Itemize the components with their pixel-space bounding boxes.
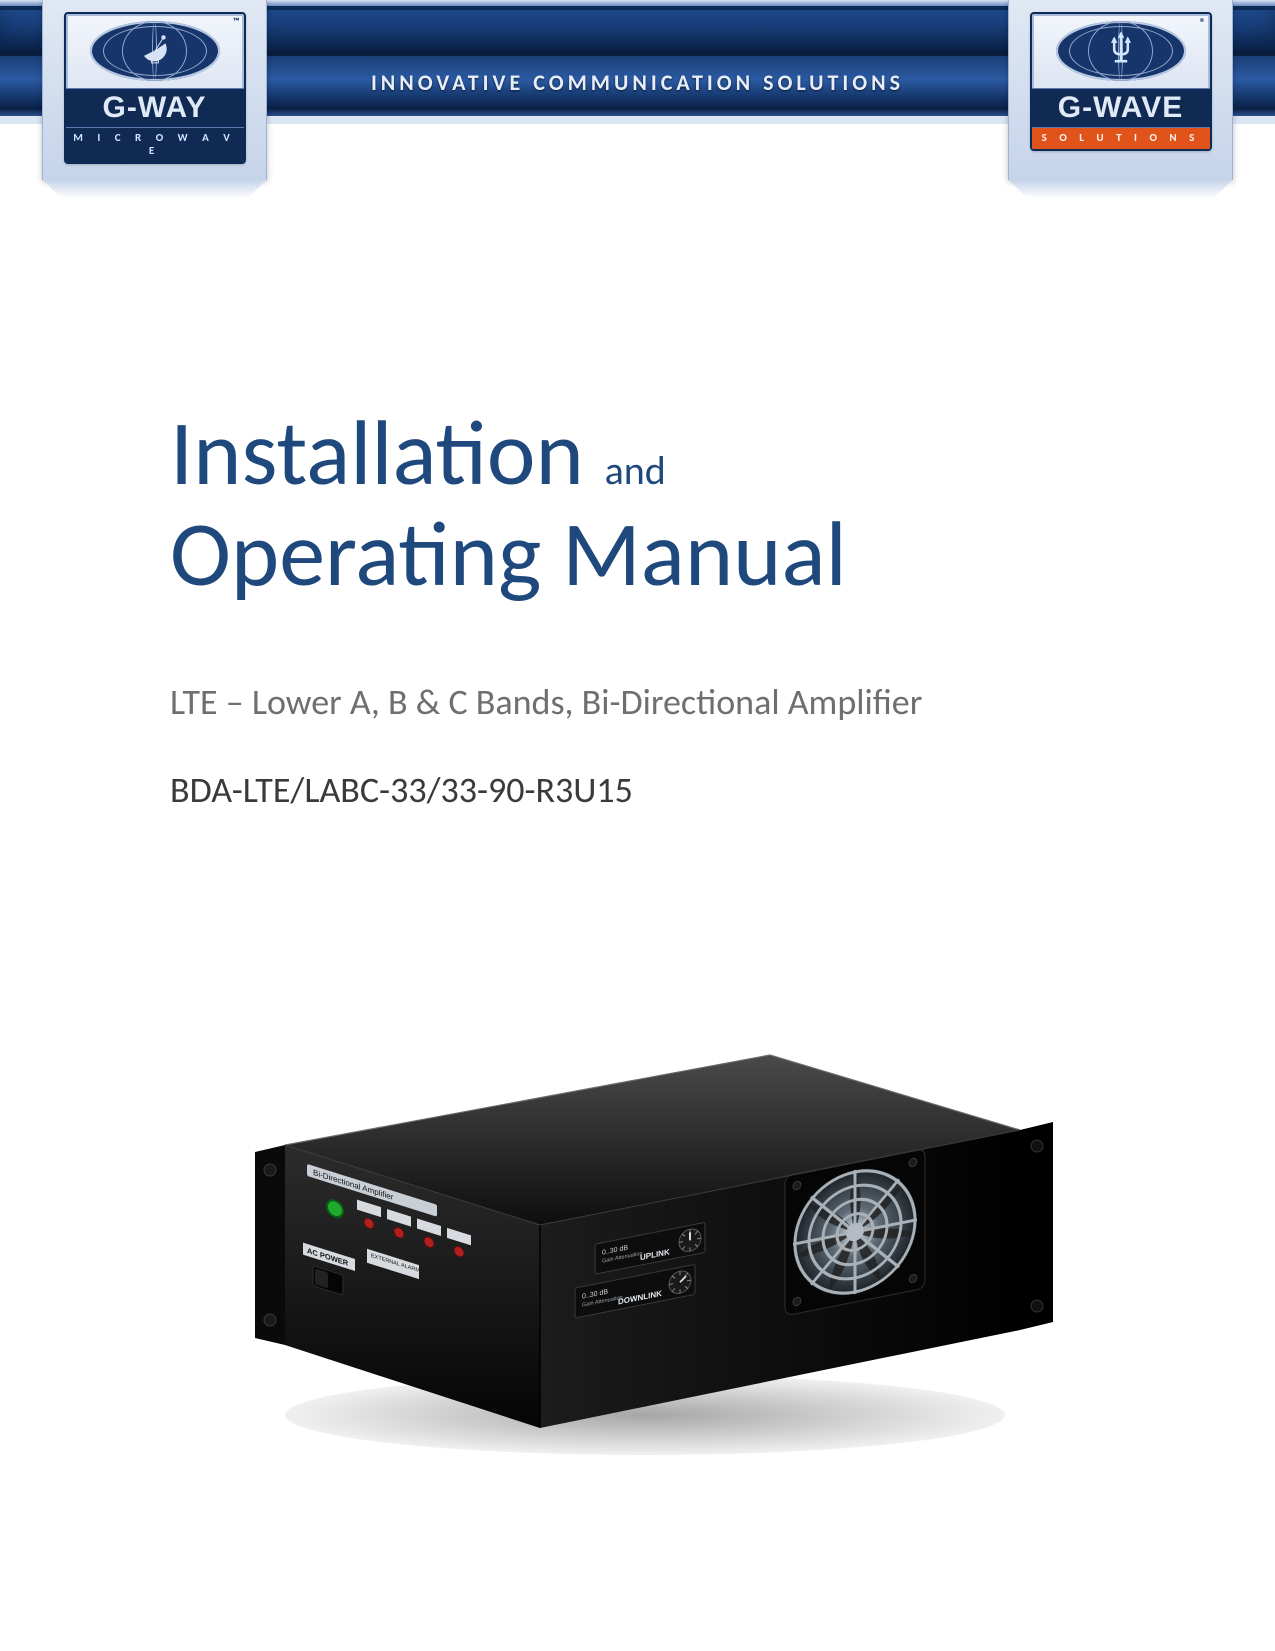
page: INNOVATIVE COMMUNICATION SOLUTIONS ™ bbox=[0, 0, 1275, 1651]
device-illustration: Bi-Directional Amplifier AC POWER bbox=[215, 1010, 1055, 1460]
logo-right-plate: ® G-WAVE S O L U T I O N S bbox=[1030, 12, 1212, 151]
logo-right-sub: S O L U T I O N S bbox=[1032, 128, 1210, 149]
header-banner: INNOVATIVE COMMUNICATION SOLUTIONS ™ bbox=[0, 0, 1275, 155]
logo-right-globe: ® bbox=[1032, 14, 1210, 88]
logo-right-brand: G-WAVE bbox=[1032, 88, 1210, 128]
trademark-symbol: ™ bbox=[233, 16, 239, 27]
fan-assembly bbox=[785, 1148, 925, 1316]
title-line-1: Installation and bbox=[170, 405, 1175, 502]
rack-ear-left bbox=[255, 1145, 285, 1345]
rack-ear-right bbox=[1020, 1122, 1053, 1330]
model-number: BDA-LTE/LABC-33/33-90-R3U15 bbox=[170, 768, 1175, 812]
globe-icon bbox=[90, 21, 220, 81]
logo-right-tab: ® G-WAVE S O L U T I O N S bbox=[1008, 0, 1233, 180]
logo-left-globe: ™ bbox=[66, 14, 244, 88]
subtitle: LTE – Lower A, B & C Bands, Bi-Direction… bbox=[170, 680, 1175, 724]
logo-left-plate: ™ G-WAY M I C R bbox=[64, 12, 246, 164]
title-block: Installation and Operating Manual LTE – … bbox=[170, 405, 1175, 812]
globe-icon bbox=[1056, 21, 1186, 81]
logo-left-sub: M I C R O W A V E bbox=[66, 128, 244, 162]
registered-symbol: ® bbox=[1200, 16, 1206, 29]
title-word-and: and bbox=[605, 446, 666, 495]
title-line-2: Operating Manual bbox=[170, 506, 1175, 603]
logo-left-brand: G-WAY bbox=[66, 88, 244, 128]
trident-icon bbox=[1104, 31, 1138, 65]
satellite-dish-icon bbox=[138, 31, 172, 65]
logo-left-tab: ™ G-WAY M I C R bbox=[42, 0, 267, 180]
title-word-installation: Installation bbox=[170, 396, 584, 509]
